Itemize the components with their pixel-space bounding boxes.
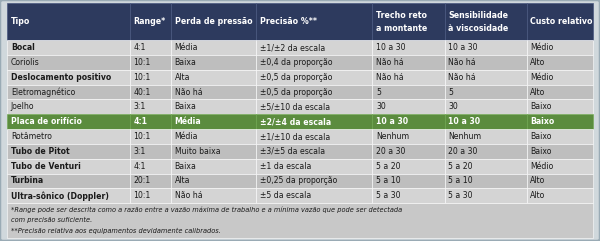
Bar — [373, 114, 445, 129]
Text: Alta: Alta — [175, 73, 190, 82]
Text: 5 a 10: 5 a 10 — [376, 176, 401, 185]
Text: Joelho: Joelho — [11, 102, 34, 111]
Bar — [171, 129, 256, 144]
Bar — [373, 70, 445, 85]
Text: 20:1: 20:1 — [134, 176, 151, 185]
Text: Alto: Alto — [530, 176, 545, 185]
Text: 10 a 30: 10 a 30 — [448, 43, 478, 52]
Text: Não há: Não há — [448, 73, 476, 82]
Text: Médio: Médio — [530, 162, 554, 171]
Bar — [256, 159, 373, 174]
Text: ±1/±2 da escala: ±1/±2 da escala — [260, 43, 325, 52]
Bar — [171, 55, 256, 70]
Bar — [171, 188, 256, 203]
Text: ±3/±5 da escala: ±3/±5 da escala — [260, 147, 325, 156]
Text: 5: 5 — [448, 87, 454, 97]
Bar — [373, 40, 445, 55]
Text: Média: Média — [175, 132, 198, 141]
Text: Tubo de Pitot: Tubo de Pitot — [11, 147, 70, 156]
Bar — [373, 159, 445, 174]
Text: ±0,4 da proporção: ±0,4 da proporção — [260, 58, 332, 67]
Text: Média: Média — [175, 43, 198, 52]
Bar — [7, 40, 130, 55]
Bar — [171, 114, 256, 129]
Text: ±5 da escala: ±5 da escala — [260, 191, 311, 200]
Text: 40:1: 40:1 — [134, 87, 151, 97]
Bar — [130, 40, 171, 55]
Bar — [445, 100, 527, 114]
Text: Rotâmetro: Rotâmetro — [11, 132, 52, 141]
Text: 5 a 30: 5 a 30 — [376, 191, 401, 200]
Bar — [7, 70, 130, 85]
Text: 20 a 30: 20 a 30 — [376, 147, 406, 156]
Bar — [256, 114, 373, 129]
Text: 4:1: 4:1 — [134, 117, 148, 126]
Text: Ultra-sônico (Doppler): Ultra-sônico (Doppler) — [11, 191, 109, 201]
Bar — [256, 40, 373, 55]
Text: Coriolis: Coriolis — [11, 58, 40, 67]
Bar — [445, 159, 527, 174]
Bar — [256, 100, 373, 114]
Text: *Range pode ser descrita como a razão entre a vazão máxima de trabalho e a mínim: *Range pode ser descrita como a razão en… — [11, 206, 402, 213]
Bar — [7, 55, 130, 70]
Text: 30: 30 — [376, 102, 386, 111]
Bar — [130, 70, 171, 85]
Text: 10:1: 10:1 — [134, 191, 151, 200]
Text: Baixo: Baixo — [530, 102, 551, 111]
Bar — [171, 85, 256, 100]
Text: 3:1: 3:1 — [134, 147, 146, 156]
Text: Trecho reto: Trecho reto — [376, 12, 427, 20]
Bar — [373, 85, 445, 100]
Bar — [527, 55, 593, 70]
Bar — [527, 70, 593, 85]
Text: Não há: Não há — [175, 191, 202, 200]
Text: Baixo: Baixo — [530, 132, 551, 141]
Text: Não há: Não há — [376, 58, 404, 67]
Bar — [130, 159, 171, 174]
Bar — [527, 144, 593, 159]
Bar — [130, 174, 171, 188]
Bar — [256, 174, 373, 188]
Text: Alto: Alto — [530, 87, 545, 97]
Text: Deslocamento positivo: Deslocamento positivo — [11, 73, 111, 82]
Text: Tubo de Venturi: Tubo de Venturi — [11, 162, 80, 171]
Text: Placa de orifício: Placa de orifício — [11, 117, 82, 126]
Text: Baixa: Baixa — [175, 162, 196, 171]
Text: Nenhum: Nenhum — [448, 132, 482, 141]
Bar — [373, 3, 445, 40]
Bar — [527, 188, 593, 203]
Text: **Precisão relativa aos equipamentos devidamente calibrados.: **Precisão relativa aos equipamentos dev… — [11, 228, 221, 234]
Text: Custo relativo: Custo relativo — [530, 17, 593, 26]
Bar — [527, 100, 593, 114]
Bar — [171, 40, 256, 55]
Bar — [373, 174, 445, 188]
Bar — [373, 188, 445, 203]
Bar — [171, 100, 256, 114]
Bar — [7, 188, 130, 203]
Text: 10:1: 10:1 — [134, 73, 151, 82]
Bar — [445, 3, 527, 40]
Bar — [445, 144, 527, 159]
Text: Alto: Alto — [530, 191, 545, 200]
Text: Turbina: Turbina — [11, 176, 44, 185]
Text: Perda de pressão: Perda de pressão — [175, 17, 252, 26]
Bar — [130, 100, 171, 114]
Text: Não há: Não há — [175, 87, 202, 97]
Text: com precisão suficiente.: com precisão suficiente. — [11, 217, 92, 223]
Bar — [373, 100, 445, 114]
Text: Muito baixa: Muito baixa — [175, 147, 220, 156]
Text: Range*: Range* — [134, 17, 166, 26]
Text: ±1 da escala: ±1 da escala — [260, 162, 311, 171]
Bar — [373, 144, 445, 159]
Bar — [256, 55, 373, 70]
Text: 10 a 30: 10 a 30 — [376, 117, 408, 126]
Text: 5 a 30: 5 a 30 — [448, 191, 473, 200]
Text: 10:1: 10:1 — [134, 132, 151, 141]
Text: 20 a 30: 20 a 30 — [448, 147, 478, 156]
Bar — [445, 188, 527, 203]
Text: ±5/±10 da escala: ±5/±10 da escala — [260, 102, 329, 111]
Text: Alta: Alta — [175, 176, 190, 185]
Text: 30: 30 — [448, 102, 458, 111]
Bar — [256, 70, 373, 85]
